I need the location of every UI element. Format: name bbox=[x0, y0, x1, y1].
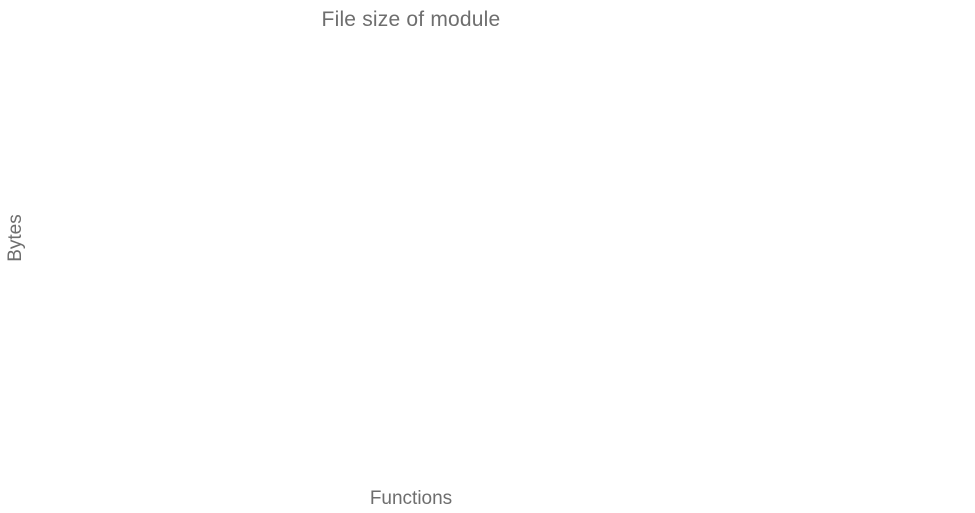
y-axis-label: Bytes bbox=[5, 214, 26, 262]
chart-title: File size of module bbox=[321, 8, 501, 31]
x-axis-label: Functions bbox=[369, 488, 453, 509]
